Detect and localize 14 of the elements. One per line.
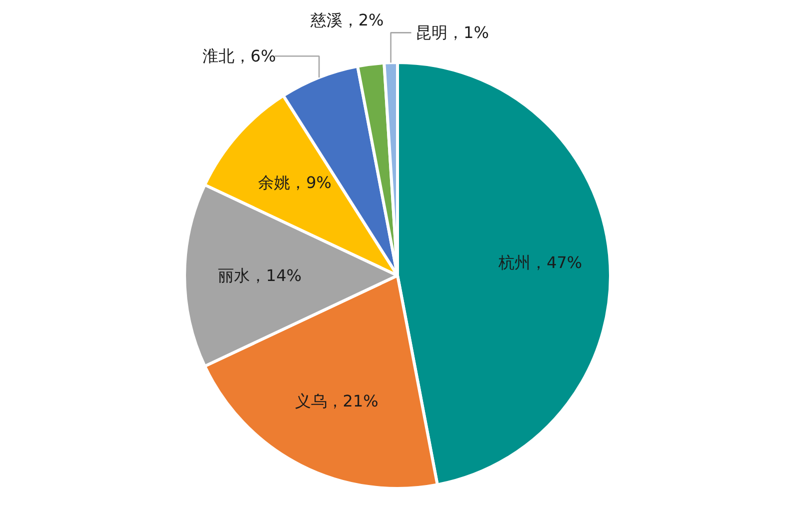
slice-label: 淮北: [202, 46, 235, 66]
data-label: ，6%: [234, 46, 276, 66]
slice-label: 丽水: [218, 266, 250, 285]
data-label: ，9%: [290, 173, 332, 192]
slice-label: 余姚: [258, 173, 290, 192]
slice-label: 杭州: [498, 252, 531, 272]
data-label: ，2%: [342, 10, 384, 30]
data-label: ，1%: [448, 23, 489, 42]
slice-label: 义乌: [294, 391, 327, 410]
data-label: ，47%: [530, 252, 582, 272]
slice-label: 慈溪: [309, 10, 342, 30]
slice-label: 昆明: [416, 23, 448, 42]
data-label: ，14%: [250, 266, 302, 285]
data-label: ，21%: [326, 391, 378, 410]
